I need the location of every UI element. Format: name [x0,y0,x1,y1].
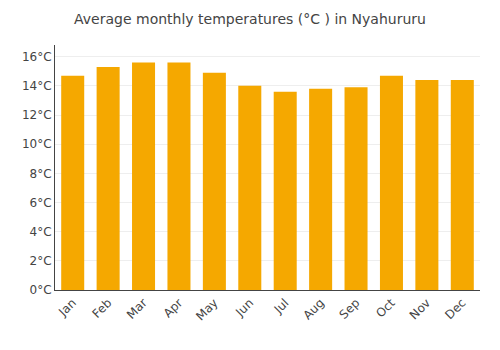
svg-text:0°C: 0°C [30,283,52,297]
svg-text:Mar: Mar [124,296,150,322]
svg-text:Nov: Nov [407,296,433,322]
svg-text:8°C: 8°C [30,167,52,181]
svg-text:14°C: 14°C [22,79,52,93]
svg-text:2°C: 2°C [30,254,52,268]
svg-text:Jan: Jan [55,296,79,320]
svg-text:Feb: Feb [90,296,115,321]
svg-text:10°C: 10°C [22,137,52,151]
svg-text:Oct: Oct [373,296,398,321]
svg-text:Sep: Sep [337,296,363,322]
svg-text:Dec: Dec [442,296,468,322]
svg-text:16°C: 16°C [22,50,52,64]
svg-text:4°C: 4°C [30,225,52,239]
svg-text:Jun: Jun [232,296,256,320]
svg-text:Apr: Apr [161,296,186,321]
svg-text:6°C: 6°C [30,196,52,210]
svg-text:12°C: 12°C [22,108,52,122]
svg-text:Jul: Jul [271,296,292,317]
svg-text:Aug: Aug [301,296,327,322]
svg-text:Average monthly temperatures (: Average monthly temperatures (°C ) in Ny… [74,11,426,27]
svg-text:May: May [193,296,220,323]
